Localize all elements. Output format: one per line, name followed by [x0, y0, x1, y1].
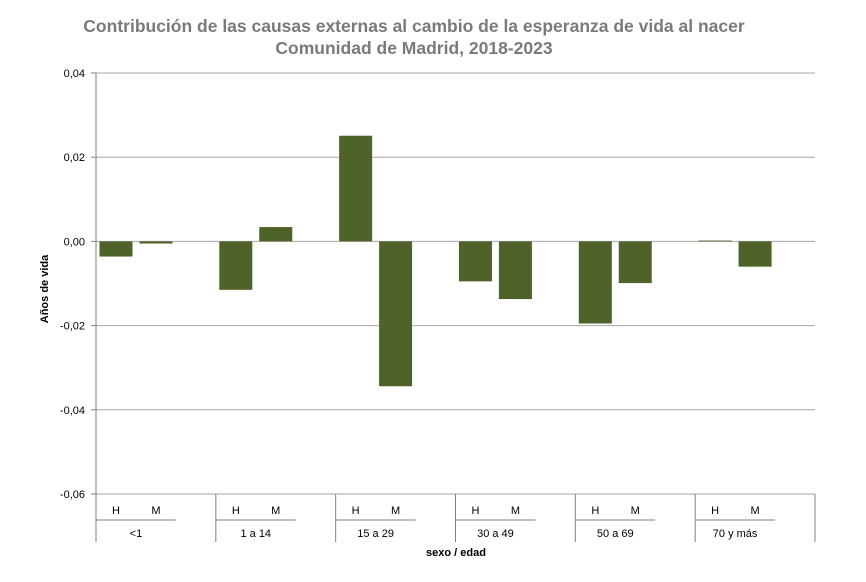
sex-label: M: [271, 505, 280, 517]
x-category-labels: H M<1H M1 a 14H M15 a 29H M30 a 49H M50 a 69H…: [112, 505, 760, 540]
age-group-label: 1 a 14: [240, 528, 271, 540]
bar-H-3: [458, 241, 492, 282]
sex-label: H: [352, 505, 360, 517]
gridlines: [96, 72, 815, 495]
bar-H-5: [698, 240, 732, 242]
sex-label: M: [750, 505, 759, 517]
y-tick-label: -0,06: [60, 489, 85, 501]
bar-M-2: [379, 241, 413, 387]
chart-title: Contribución de las causas externas al c…: [83, 16, 745, 36]
bars: [99, 135, 772, 387]
chart-subtitle: Comunidad de Madrid, 2018-2023: [275, 38, 553, 58]
bar-H-1: [219, 241, 253, 290]
y-axis-label: Años de vida: [39, 254, 51, 323]
age-group-label: 30 a 49: [477, 528, 514, 540]
y-tick-label: -0,02: [60, 321, 85, 333]
y-tick-label: 0,04: [64, 68, 85, 80]
sex-label: H: [112, 505, 120, 517]
age-group-label: <1: [130, 528, 143, 540]
y-tick-label: 0,02: [64, 152, 85, 164]
age-group-label: 70 y más: [713, 528, 758, 540]
sex-label: H: [711, 505, 719, 517]
y-tick-labels: 0,04 0,02 0,00 -0,02 -0,04 -0,06: [60, 68, 85, 501]
x-axis-label: sexo / edad: [426, 547, 486, 559]
age-group-label: 50 a 69: [597, 528, 634, 540]
y-tick-label: 0,00: [64, 236, 85, 248]
age-group-label: 15 a 29: [357, 528, 394, 540]
sex-label: M: [631, 505, 640, 517]
bar-M-1: [259, 227, 293, 242]
bar-M-3: [498, 241, 532, 300]
sex-label: M: [511, 505, 520, 517]
y-tick-label: -0,04: [60, 405, 85, 417]
bar-H-2: [339, 135, 373, 242]
sex-label: M: [391, 505, 400, 517]
sex-label: H: [232, 505, 240, 517]
bar-M-4: [618, 241, 652, 284]
bar-H-4: [578, 241, 612, 324]
bar-H-0: [99, 241, 133, 257]
bar-M-0: [139, 241, 173, 244]
axes: [91, 72, 816, 542]
bar-M-5: [738, 241, 772, 267]
sex-label: H: [591, 505, 599, 517]
sex-label: H: [471, 505, 479, 517]
sex-label: M: [151, 505, 160, 517]
